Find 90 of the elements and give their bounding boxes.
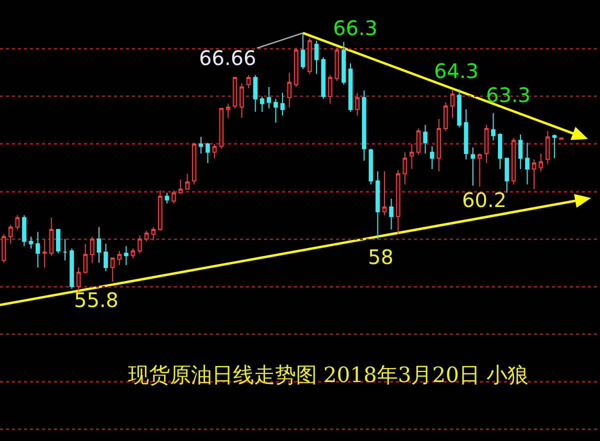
candlestick — [484, 124, 489, 164]
candlestick — [138, 234, 142, 254]
candlestick — [518, 134, 523, 170]
candlestick — [124, 246, 128, 266]
candlestick — [280, 92, 285, 116]
candlestick — [436, 118, 442, 172]
text: 现货原油日线走势图 2018年3月20日 小狼 — [128, 363, 529, 388]
candlestick — [253, 74, 258, 112]
candlestick — [42, 238, 47, 268]
candlestick — [382, 170, 387, 216]
candlestick — [450, 90, 455, 118]
candlestick — [76, 267, 81, 292]
candlestick — [104, 243, 108, 272]
candlestick — [158, 190, 162, 232]
candlestick — [416, 128, 421, 156]
annotation: 66.3 — [333, 16, 378, 40]
candlestick — [28, 236, 34, 250]
candlestick — [294, 47, 298, 88]
annotation: 55.8 — [74, 288, 119, 312]
candlestick — [348, 62, 353, 112]
candlestick — [83, 243, 88, 274]
candlestick — [491, 112, 496, 141]
candlestick — [240, 82, 244, 118]
annotation: 58 — [368, 245, 394, 269]
candlestick — [362, 90, 366, 162]
candlestick — [260, 96, 264, 112]
candlestick — [376, 170, 380, 240]
annotation: 64.3 — [434, 59, 479, 83]
candlestick — [151, 226, 156, 241]
candlestick — [308, 38, 312, 74]
candlestick — [300, 32, 306, 70]
candlestick — [70, 248, 74, 290]
candlestick — [464, 109, 468, 160]
candlestick — [90, 236, 94, 264]
candlestick — [22, 214, 26, 247]
candlestick — [368, 148, 374, 185]
candlestick — [185, 173, 190, 190]
candlestick — [56, 229, 60, 254]
annotation: 66.66 — [199, 46, 256, 70]
candlestick — [402, 152, 408, 185]
candlestick — [423, 124, 428, 154]
candlestick — [144, 230, 149, 242]
candlestick — [49, 217, 54, 256]
candlestick — [36, 231, 40, 268]
candlestick — [478, 152, 482, 188]
candlestick — [192, 142, 196, 185]
candlestick — [110, 258, 115, 282]
candlestick — [410, 143, 414, 170]
candlestick — [538, 152, 544, 172]
candlestick — [532, 158, 536, 190]
candlestick — [444, 102, 448, 132]
candlestick — [117, 250, 122, 266]
candlestick — [328, 74, 332, 104]
candlestick — [342, 41, 346, 86]
candlestick — [504, 158, 510, 194]
candlestick — [212, 143, 217, 159]
candlestick — [206, 142, 210, 164]
candlestick — [178, 179, 183, 194]
candlestick — [172, 190, 176, 204]
candlestick — [8, 224, 13, 244]
candlestick — [498, 132, 502, 170]
candlestick — [246, 74, 251, 89]
candlestick — [552, 134, 557, 159]
candlestick — [232, 76, 238, 109]
candlestick — [457, 88, 462, 128]
candlestick — [130, 248, 136, 259]
candlestick — [287, 72, 292, 108]
candlestick — [334, 47, 340, 82]
candlestick — [274, 98, 278, 124]
candlestick — [430, 146, 434, 170]
candlestick — [266, 86, 272, 109]
candlestick — [389, 198, 394, 230]
annotation: 60.2 — [462, 188, 507, 212]
candlestick — [470, 147, 476, 186]
annotation: 63.3 — [486, 83, 531, 107]
candlestick — [62, 238, 68, 261]
candlestick — [512, 138, 516, 185]
candlestick — [96, 226, 102, 264]
candlestick — [226, 103, 230, 118]
candlestick — [164, 192, 170, 204]
candlestick — [2, 234, 6, 264]
candlestick — [525, 142, 530, 185]
candlestick — [355, 92, 360, 116]
candlestick — [15, 214, 20, 230]
candlestick — [219, 108, 224, 150]
candlestick — [545, 130, 550, 165]
candlestick — [396, 170, 400, 235]
candlestick — [198, 136, 204, 154]
candlestick — [321, 56, 326, 100]
candlestick — [314, 40, 319, 74]
